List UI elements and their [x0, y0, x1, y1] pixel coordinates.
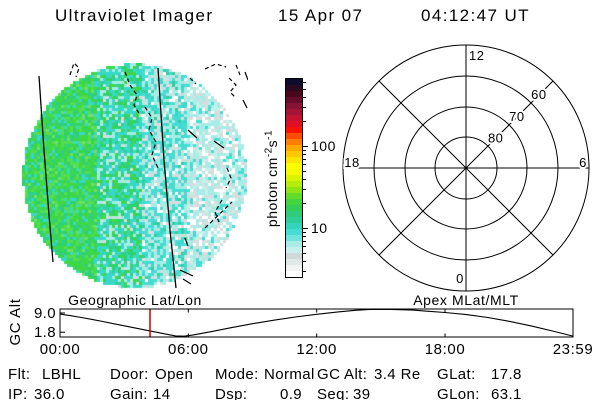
mlat-ring-label: 80 — [488, 130, 503, 145]
strip-x-tick-label: 00:00 — [39, 341, 81, 358]
colorbar-gradient — [285, 78, 303, 278]
strip-right-title: Apex MLat/MLT — [413, 292, 519, 308]
strip-plot-box — [59, 308, 574, 338]
coastline-segment — [225, 167, 232, 189]
colorbar-major-tick — [303, 146, 308, 147]
mlt-label: 18 — [344, 155, 359, 170]
status-seq-label: Seq: — [317, 386, 350, 400]
coastline-segment — [182, 278, 192, 285]
colorbar-minor-tick — [303, 82, 306, 84]
strip-x-tick-label: 23:59 — [552, 341, 594, 358]
status-glon-value: 63.1 — [491, 386, 522, 400]
coastline-segment — [144, 106, 159, 169]
mlat-ring-label: 60 — [531, 87, 546, 102]
status-gain-label: Gain: — [110, 386, 148, 400]
status-ip-label: IP: — [8, 386, 28, 400]
status-dsp-label: Dsp: — [215, 386, 248, 400]
coastline-segment — [187, 129, 198, 139]
colorbar-minor-tick — [303, 260, 306, 262]
coastline-segment — [214, 199, 223, 223]
mlt-spoke — [378, 80, 554, 256]
colorbar-minor-tick — [303, 164, 306, 166]
colorbar-minor-tick — [303, 188, 306, 190]
status-seq-value: 39 — [353, 386, 371, 400]
status-flt-value: LBHL — [42, 366, 82, 383]
page-title: Ultraviolet Imager — [55, 6, 214, 25]
status-door-label: Door: — [110, 366, 149, 383]
coastline-segment — [235, 64, 241, 76]
status-dsp-value: 0.9 — [280, 386, 303, 400]
coastline-segment — [204, 63, 227, 70]
colorbar-minor-tick — [303, 153, 306, 155]
coastline-segment — [179, 269, 194, 277]
colorbar-minor-tick — [303, 106, 306, 108]
colorbar-minor-tick — [303, 96, 306, 98]
status-glon-label: GLon: — [437, 386, 480, 400]
colorbar-minor-tick — [303, 170, 306, 172]
status-gcalt-value: 3.4 Re — [374, 366, 421, 383]
colorbar-minor-tick — [303, 231, 306, 233]
coastline-segment — [124, 71, 141, 116]
strip-y-axis-label: GC Alt — [7, 298, 24, 346]
colorbar-minor-tick — [303, 203, 306, 205]
meridian-line — [38, 75, 54, 263]
strip-y-tick-labels: 9.0 1.8 — [28, 303, 56, 343]
status-mode-value: Normal — [264, 366, 315, 383]
colorbar-minor-tick — [303, 252, 306, 254]
colorbar-units-label: photon cm-2s-1 — [263, 129, 281, 228]
meridian-line — [157, 67, 177, 289]
colorbar-major-tick — [303, 228, 308, 229]
colorbar-minor-tick — [303, 240, 306, 242]
coastline-segment — [69, 63, 80, 78]
strip-x-tick-labels: 00:00 06:00 12:00 18:00 23:59 — [40, 341, 600, 359]
mlat-ring-label: 70 — [509, 109, 524, 124]
coastline-segment — [213, 140, 225, 149]
header-time: 04:12:47 UT — [421, 6, 530, 25]
colorbar-tick-label: 10 — [311, 220, 328, 236]
strip-x-tick-label: 12:00 — [296, 341, 337, 358]
colorbar-minor-tick — [303, 88, 306, 90]
header-date: 15 Apr 07 — [278, 6, 364, 25]
colorbar-minor-tick — [303, 178, 306, 180]
colorbar-tick-label: 100 — [311, 138, 336, 154]
gc-alt-curve — [59, 308, 574, 337]
colorbar-minor-tick — [303, 270, 306, 272]
status-glat-label: GLat: — [437, 366, 476, 383]
coastline-segment — [204, 201, 233, 229]
status-gain-value: 14 — [153, 386, 171, 400]
coastline-segment — [189, 77, 197, 85]
mlt-label: 0 — [456, 271, 464, 286]
mlt-label: 12 — [469, 48, 484, 63]
strip-x-tick-label: 06:00 — [168, 341, 209, 358]
mlt-label: 6 — [579, 155, 587, 170]
coastline-segment — [228, 77, 237, 98]
coastline-segment — [244, 71, 248, 81]
coastline-segment — [184, 237, 189, 247]
status-glat-value: 17.8 — [491, 366, 522, 383]
strip-y-tick-label: 9.0 — [33, 305, 56, 322]
status-gcalt-label: GC Alt: — [317, 366, 368, 383]
status-mode-label: Mode: — [215, 366, 259, 383]
status-ip-value: 36.0 — [34, 386, 65, 400]
colorbar-minor-tick — [303, 121, 306, 123]
colorbar-minor-tick — [303, 246, 306, 248]
strip-left-title: Geographic Lat/Lon — [68, 292, 202, 308]
colorbar-ticks: 100 10 — [303, 78, 348, 278]
colorbar-minor-tick — [303, 158, 306, 160]
uv-earth-disk-image — [22, 63, 248, 289]
geographic-overlay-lines — [38, 63, 248, 289]
gc-alt-time-series-plot — [59, 308, 574, 338]
colorbar-minor-tick — [303, 235, 306, 237]
status-door-value: Open — [155, 366, 194, 383]
colorbar-minor-tick — [303, 149, 306, 151]
strip-y-tick-label: 1.8 — [33, 324, 56, 342]
coastline-segment — [242, 99, 248, 109]
status-flt-label: Flt: — [8, 366, 31, 383]
strip-x-tick-label: 18:00 — [424, 341, 466, 358]
